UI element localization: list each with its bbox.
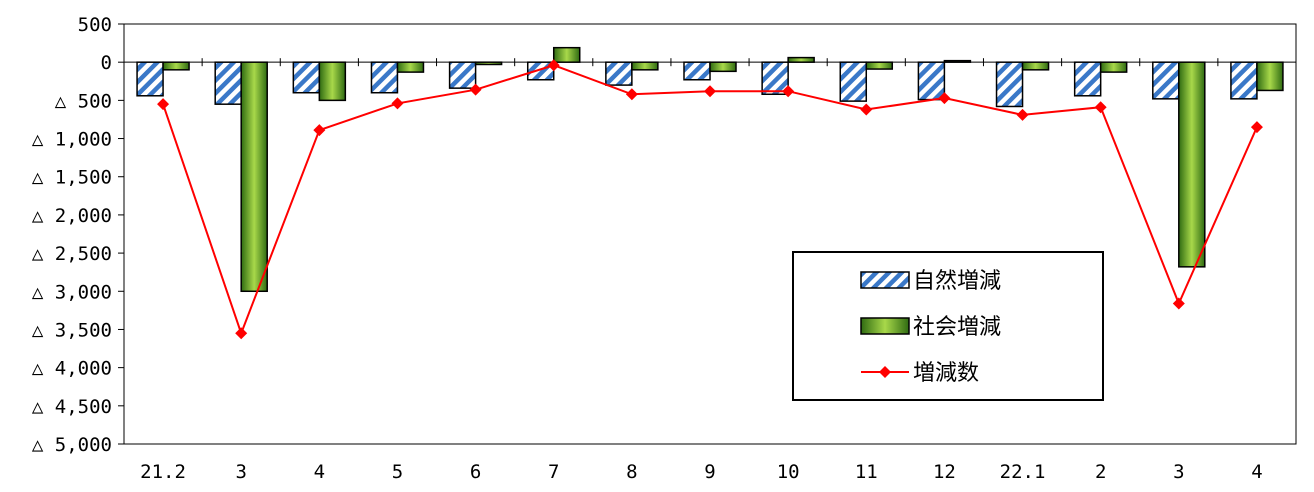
bar-social-change — [318, 61, 347, 102]
legend-label: 自然増減 — [913, 269, 1001, 294]
y-tick-label: △ 3,000 — [32, 281, 112, 303]
legend-label: 社会増減 — [913, 315, 1001, 340]
bar-social-change — [162, 61, 190, 71]
bar-social-change — [1021, 61, 1050, 71]
y-tick-label: 500 — [78, 14, 112, 36]
bar-natural-change — [1230, 61, 1258, 100]
y-tick-label: △ 3,500 — [32, 319, 112, 341]
y-tick-label: △ 2,500 — [32, 243, 112, 265]
bar-social-change — [240, 61, 268, 293]
x-tick-label: 21.2 — [140, 461, 186, 483]
bar-natural-change — [292, 61, 321, 94]
x-tick-label: 22.1 — [1000, 461, 1046, 483]
y-tick-label: △ 4,000 — [32, 358, 112, 380]
bar-social-change — [787, 56, 815, 63]
bar-natural-change — [995, 61, 1024, 108]
x-tick-label: 7 — [548, 461, 559, 483]
x-tick-label: 2 — [1095, 461, 1106, 483]
y-tick-label: △ 2,000 — [32, 205, 112, 227]
y-tick-label: △ 500 — [55, 90, 112, 112]
bar-natural-change — [370, 61, 399, 94]
x-tick-label: 12 — [933, 461, 956, 483]
x-tick-label: 9 — [704, 461, 715, 483]
x-tick-label: 3 — [1173, 461, 1184, 483]
plot-area — [123, 23, 1297, 445]
bar-social-change — [943, 59, 972, 63]
bar-natural-change — [917, 61, 946, 101]
bar-natural-change — [1152, 61, 1180, 100]
x-tick-label: 4 — [314, 461, 325, 483]
legend-swatch-social-change — [860, 317, 910, 335]
line-point-diamond — [1172, 297, 1185, 310]
bar-natural-change — [136, 61, 164, 97]
y-tick-label: 0 — [101, 52, 112, 74]
line-point-diamond — [782, 85, 795, 98]
x-tick-label: 11 — [855, 461, 878, 483]
legend-swatch-total-change-marker — [879, 366, 891, 378]
bar-social-change — [1099, 61, 1128, 73]
line-point-diamond — [625, 88, 638, 101]
bar-social-change — [552, 46, 581, 63]
y-tick-label: △ 1,000 — [32, 129, 112, 151]
bar-social-change — [474, 61, 503, 66]
x-tick-label: 3 — [235, 461, 246, 483]
bar-natural-change — [605, 61, 633, 86]
legend-label: 増減数 — [913, 361, 979, 386]
bar-natural-change — [839, 61, 868, 102]
bar-social-change — [865, 61, 894, 70]
bar-social-change — [1256, 61, 1284, 92]
legend-swatch-natural-change — [860, 271, 910, 289]
line-point-diamond — [469, 83, 482, 96]
bar-natural-change — [683, 61, 711, 81]
bar-natural-change — [448, 61, 477, 89]
y-tick-label: △ 1,500 — [32, 167, 112, 189]
x-tick-label: 4 — [1251, 461, 1262, 483]
line-point-diamond — [235, 327, 248, 340]
y-tick-label: △ 4,500 — [32, 396, 112, 418]
legend-box — [792, 251, 1104, 401]
line-point-diamond — [391, 97, 404, 110]
line-point-diamond — [860, 103, 873, 116]
line-point-diamond — [1250, 121, 1263, 134]
line-point-diamond — [1016, 108, 1029, 121]
bar-social-change — [709, 61, 737, 73]
line-point-diamond — [938, 92, 951, 105]
line-point-diamond — [157, 98, 170, 111]
x-tick-label: 5 — [392, 461, 403, 483]
bar-natural-change — [761, 61, 789, 96]
line-point-diamond — [547, 59, 560, 72]
line-point-diamond — [1094, 101, 1107, 114]
bar-natural-change — [1073, 61, 1102, 97]
line-point-diamond — [313, 124, 326, 137]
bar-natural-change — [214, 61, 242, 105]
bar-social-change — [631, 61, 659, 71]
x-tick-label: 10 — [777, 461, 800, 483]
line-point-diamond — [704, 85, 716, 98]
bar-social-change — [396, 61, 425, 73]
bar-social-change — [1178, 61, 1206, 268]
x-tick-label: 6 — [470, 461, 481, 483]
y-tick-label: △ 5,000 — [32, 434, 112, 456]
x-tick-label: 8 — [626, 461, 637, 483]
